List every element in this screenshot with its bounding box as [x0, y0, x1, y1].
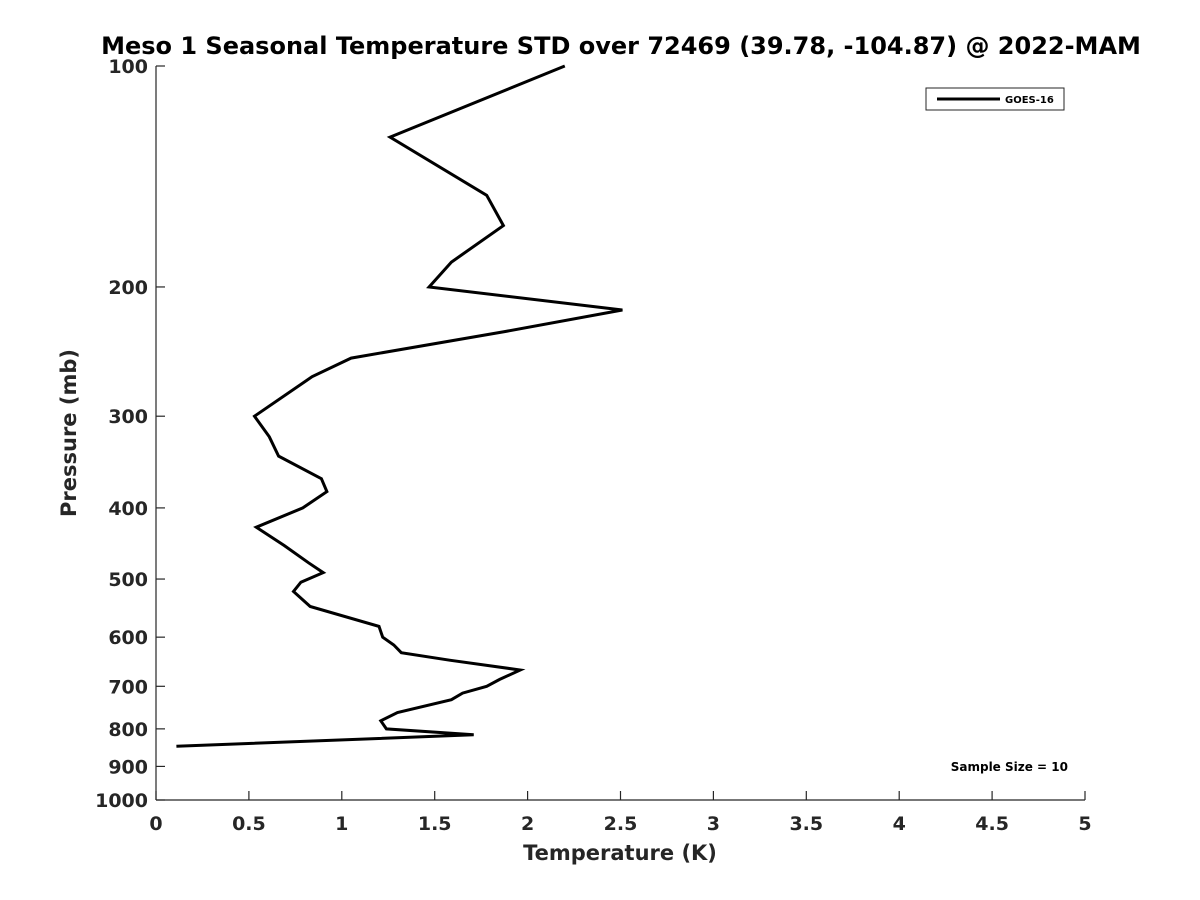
y-tick-label: 800	[108, 719, 148, 741]
x-axis-ticks: 0 0.5 1 1.5 2 2.5 3 3.5 4 4.5 5	[149, 791, 1092, 835]
y-tick-label: 500	[108, 569, 148, 591]
x-tick-label: 2.5	[604, 813, 638, 835]
x-tick-label: 3.5	[789, 813, 823, 835]
x-tick-label: 0	[149, 813, 162, 835]
x-tick-label: 4	[893, 813, 906, 835]
x-tick-label: 2	[521, 813, 534, 835]
y-tick-label: 1000	[95, 790, 148, 812]
legend: GOES-16	[925, 87, 1065, 111]
y-axis-ticks: 100 200 300 400 500 600 700 800 900 1000	[95, 56, 165, 812]
plot-axes	[155, 66, 1085, 801]
chart-title: Meso 1 Seasonal Temperature STD over 724…	[101, 32, 1141, 60]
y-tick-label: 300	[108, 406, 148, 428]
y-tick-label: 400	[108, 498, 148, 520]
series-line-goes-16	[176, 64, 623, 748]
x-tick-label: 1.5	[418, 813, 452, 835]
y-tick-label: 200	[108, 277, 148, 299]
x-tick-label: 0.5	[232, 813, 266, 835]
y-tick-label: 600	[108, 627, 148, 649]
legend-entry-goes-16: GOES-16	[1005, 95, 1054, 106]
x-tick-label: 5	[1078, 813, 1091, 835]
y-tick-label: 700	[108, 676, 148, 698]
x-tick-label: 4.5	[975, 813, 1009, 835]
series-layer	[176, 64, 623, 748]
y-axis-label: Pressure (mb)	[57, 349, 81, 517]
x-tick-label: 3	[707, 813, 720, 835]
y-tick-label: 900	[108, 756, 148, 778]
y-tick-label: 100	[108, 56, 148, 78]
x-axis-label: Temperature (K)	[523, 841, 717, 865]
x-tick-label: 1	[335, 813, 348, 835]
sample-size-annotation: Sample Size = 10	[951, 760, 1068, 774]
